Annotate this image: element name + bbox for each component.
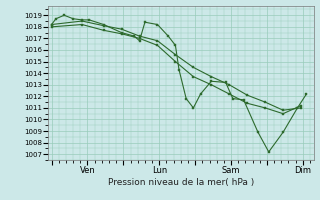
X-axis label: Pression niveau de la mer( hPa ): Pression niveau de la mer( hPa ) xyxy=(108,178,254,187)
